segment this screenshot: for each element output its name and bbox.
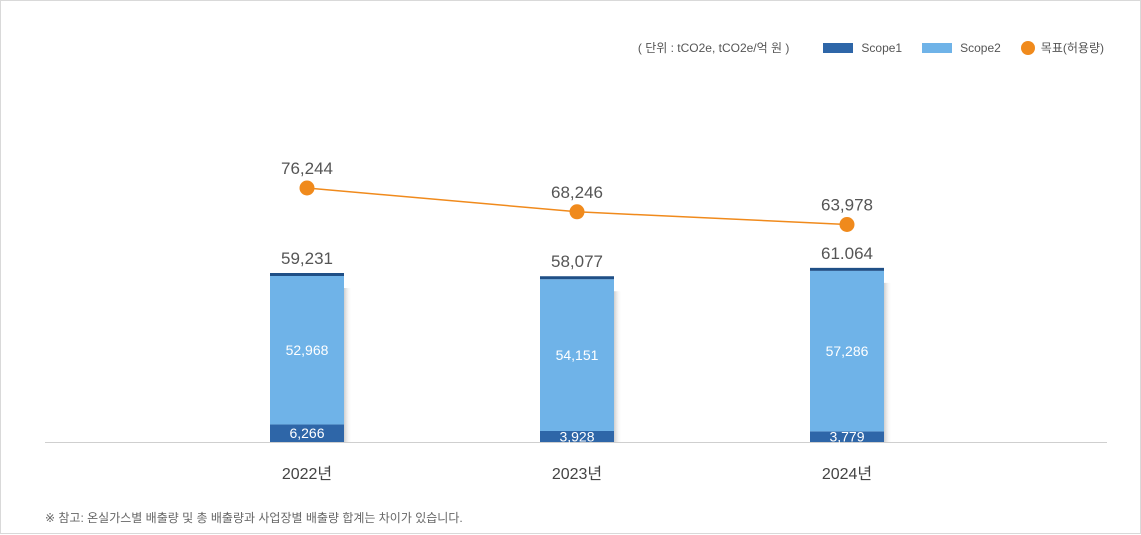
bar-scope1 xyxy=(270,424,344,442)
x-tick-label: 2024년 xyxy=(822,465,872,483)
label-scope2: 54,151 xyxy=(556,347,599,363)
chart-legend: ( 단위 : tCO2e, tCO2e/억 원 ) Scope1 Scope2 … xyxy=(638,39,1104,56)
target-point xyxy=(839,217,855,232)
label-total: 61.064 xyxy=(821,244,873,263)
target-label: 76,244 xyxy=(281,159,333,178)
bar-shadow xyxy=(614,291,622,442)
target-point xyxy=(569,204,585,220)
legend-swatch-scope2 xyxy=(922,42,953,53)
bar-scope1 xyxy=(540,430,614,442)
target-label: 63,978 xyxy=(821,196,873,215)
label-total: 59,231 xyxy=(281,249,333,268)
label-scope1: 3,779 xyxy=(829,429,864,445)
x-tick-label: 2022년 xyxy=(282,465,332,483)
bar-scope1 xyxy=(810,431,884,442)
legend-swatch-scope1 xyxy=(823,42,854,53)
legend-item-scope2: Scope2 xyxy=(922,41,1001,55)
unit-label: ( 단위 : tCO2e, tCO2e/억 원 ) xyxy=(637,41,790,55)
legend-item-target: 목표(허용량) xyxy=(1020,39,1104,56)
bar-scope2 xyxy=(270,276,344,425)
legend-label-target: 목표(허용량) xyxy=(1040,41,1104,55)
label-scope2: 52,968 xyxy=(286,342,329,358)
label-scope1: 3,928 xyxy=(559,428,594,444)
bar-scope2 xyxy=(540,279,614,431)
bar-top-edge xyxy=(540,276,614,280)
bar-shadow xyxy=(344,288,352,442)
legend-label-scope2: Scope2 xyxy=(960,40,1001,55)
bar-scope2 xyxy=(810,270,884,432)
label-scope1: 6,266 xyxy=(289,425,324,441)
target-label: 68,246 xyxy=(551,183,603,202)
legend-item-scope1: Scope1 xyxy=(823,41,902,55)
legend-label-scope1: Scope1 xyxy=(861,40,903,55)
label-total: 58,077 xyxy=(551,252,603,271)
target-point xyxy=(299,180,315,196)
x-tick-label: 2023년 xyxy=(552,465,602,483)
bar-top-edge xyxy=(270,273,344,276)
legend-dot-target xyxy=(1020,40,1035,55)
bar-shadow xyxy=(884,282,892,442)
footnote: ※ 참고: 온실가스별 배출량 및 총 배출량과 사업장별 배출량 합계는 차이… xyxy=(45,511,463,525)
bar-top-edge xyxy=(810,267,884,271)
label-scope2: 57,286 xyxy=(826,343,869,359)
